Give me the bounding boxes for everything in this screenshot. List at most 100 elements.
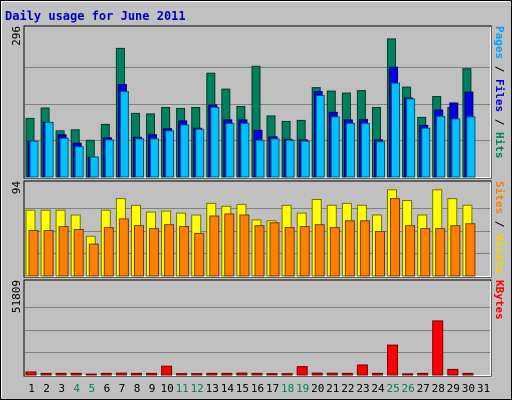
kbytes-panel-series-label: KBytes <box>493 280 506 320</box>
hits-panel-pages-bar-day-10 <box>165 130 175 178</box>
x-tick-label-day-28: 28 <box>432 382 445 395</box>
hits-panel-pages-bar-day-11 <box>180 124 190 178</box>
kbytes-panel-kbytes-bar-day-4 <box>70 372 82 376</box>
kbytes-panel-kbytes-bar-day-30 <box>462 372 474 376</box>
x-tick-label-day-9: 9 <box>149 382 156 395</box>
x-tick-label-day-14: 14 <box>221 382 235 395</box>
hits-panel-pages-bar-day-24 <box>376 141 385 178</box>
kbytes-panel-kbytes-bar-day-2 <box>40 372 52 376</box>
hits-panel-pages-bar-day-16 <box>255 139 265 178</box>
x-tick-label-day-8: 8 <box>134 382 141 395</box>
kbytes-panel-kbytes-bar-day-27 <box>417 372 429 376</box>
visits-panel-sites-bar-day-9 <box>149 228 159 277</box>
visits-panel-label-part-2: Visits <box>493 234 506 274</box>
visits-panel-sites-bar-day-10 <box>164 224 175 277</box>
hits-panel-label-part-2: Files <box>493 79 506 112</box>
x-tick-label-day-3: 3 <box>58 382 65 395</box>
hits-panel-label-part-3: / <box>493 112 506 132</box>
x-tick-label-day-25: 25 <box>386 382 399 395</box>
x-tick-label-day-4: 4 <box>73 382 80 395</box>
x-tick-label-day-15: 15 <box>236 382 249 395</box>
hits-panel-pages-bar-day-28 <box>436 115 446 178</box>
kbytes-panel-kbytes-bar-day-21 <box>326 372 338 376</box>
visits-panel-sites-bar-day-13 <box>209 215 220 277</box>
hits-panel-pages-bar-day-27 <box>421 127 431 178</box>
kbytes-panel-kbytes-bar-day-14 <box>221 372 233 376</box>
hits-panel-pages-bar-day-26 <box>406 98 416 178</box>
visits-panel-sites-bar-day-22 <box>344 220 355 277</box>
kbytes-panel-kbytes-bar-day-9 <box>146 372 157 376</box>
hits-panel-pages-bar-day-22 <box>345 122 355 178</box>
visits-panel-sites-bar-day-15 <box>239 214 250 277</box>
kbytes-panel-kbytes-bar-day-3 <box>55 372 67 376</box>
kbytes-panel-kbytes-bar-day-17 <box>266 373 278 376</box>
hits-panel-pages-bar-day-12 <box>195 128 205 178</box>
x-tick-label-day-1: 1 <box>28 382 35 395</box>
x-tick-label-day-16: 16 <box>251 382 264 395</box>
kbytes-panel-kbytes-bar-day-22 <box>341 372 353 376</box>
kbytes-panel-kbytes-bar-day-6 <box>100 372 112 376</box>
visits-panel-sites-bar-day-30 <box>465 223 476 277</box>
visits-panel-sites-bar-day-27 <box>420 228 431 277</box>
hits-panel-label-part-1: / <box>493 59 506 79</box>
visits-panel-sites-bar-day-3 <box>58 226 69 277</box>
kbytes-panel-kbytes-bar-day-5 <box>85 373 97 376</box>
visits-panel-sites-bar-day-4 <box>73 229 84 277</box>
x-tick-label-day-30: 30 <box>462 382 475 395</box>
hits-panel-pages-bar-day-19 <box>300 140 310 178</box>
hits-panel-pages-bar-day-4 <box>74 146 84 178</box>
hits-panel-pages-bar-day-17 <box>270 138 280 178</box>
x-tick-label-day-23: 23 <box>356 382 369 395</box>
x-tick-label-day-7: 7 <box>119 382 126 395</box>
kbytes-panel-kbytes-bar-day-13 <box>206 372 218 376</box>
hits-panel-ymax-label: 296 <box>10 26 23 46</box>
hits-panel-pages-bar-day-8 <box>135 138 144 178</box>
visits-panel-sites-bar-day-21 <box>329 227 340 277</box>
x-tick-label-day-10: 10 <box>160 382 173 395</box>
hits-panel-pages-bar-day-6 <box>104 139 114 178</box>
hits-panel-pages-bar-day-25 <box>391 82 400 178</box>
hits-panel-pages-bar-day-13 <box>210 107 220 178</box>
visits-panel-sites-bar-day-6 <box>103 227 114 277</box>
visits-panel-sites-bar-day-17 <box>269 222 280 277</box>
visits-panel-label-part-0: Sites <box>493 181 506 214</box>
hits-panel-pages-bar-day-2 <box>44 121 54 178</box>
x-tick-label-day-12: 12 <box>191 382 204 395</box>
visits-panel-sites-bar-day-11 <box>179 226 190 277</box>
kbytes-panel-kbytes-bar-day-26 <box>402 373 414 376</box>
visits-panel-sites-bar-day-2 <box>43 230 54 277</box>
kbytes-panel-kbytes-bar-day-1 <box>25 371 37 376</box>
hits-panel-pages-bar-day-30 <box>466 116 476 178</box>
hits-panel-pages-bar-day-20 <box>315 95 325 178</box>
x-tick-label-day-6: 6 <box>104 382 111 395</box>
x-tick-label-day-26: 26 <box>401 382 414 395</box>
kbytes-panel-kbytes-bar-day-12 <box>191 373 203 376</box>
x-tick-label-day-11: 11 <box>176 382 189 395</box>
x-tick-label-day-20: 20 <box>311 382 324 395</box>
x-tick-label-day-29: 29 <box>447 382 460 395</box>
visits-panel-sites-bar-day-5 <box>88 243 99 277</box>
hits-panel-pages-bar-day-3 <box>59 137 69 178</box>
visits-panel-sites-bar-day-25 <box>390 198 400 277</box>
visits-panel-ymax-label: 94 <box>10 181 23 195</box>
kbytes-panel-kbytes-bar-day-20 <box>311 372 323 376</box>
kbytes-panel-kbytes-bar-day-25 <box>387 344 398 376</box>
kbytes-panel-kbytes-bar-day-24 <box>372 372 383 376</box>
hits-panel-pages-bar-day-23 <box>360 122 370 178</box>
visits-panel-sites-bar-day-14 <box>224 213 235 277</box>
visits-panel-sites-bar-day-23 <box>359 220 370 277</box>
hits-panel-label-part-0: Pages <box>493 26 506 59</box>
hits-panel-series-label: Pages / Files / Hits <box>493 26 506 159</box>
visits-panel-sites-bar-day-8 <box>134 225 144 277</box>
visits-panel-sites-bar-day-1 <box>28 230 39 277</box>
hits-panel-label-part-4: Hits <box>493 132 506 159</box>
kbytes-panel-kbytes-bar-day-18 <box>281 373 293 376</box>
kbytes-panel-ymax-label: 51809 <box>10 280 23 313</box>
visits-panel-sites-bar-day-29 <box>450 225 461 277</box>
kbytes-panel-kbytes-bar-day-15 <box>236 372 248 376</box>
visits-panel-sites-bar-day-26 <box>405 225 416 277</box>
visits-panel-sites-bar-day-18 <box>284 227 295 277</box>
kbytes-panel-kbytes-bar-day-8 <box>131 372 142 376</box>
kbytes-panel-kbytes-bar-day-28 <box>432 320 444 376</box>
